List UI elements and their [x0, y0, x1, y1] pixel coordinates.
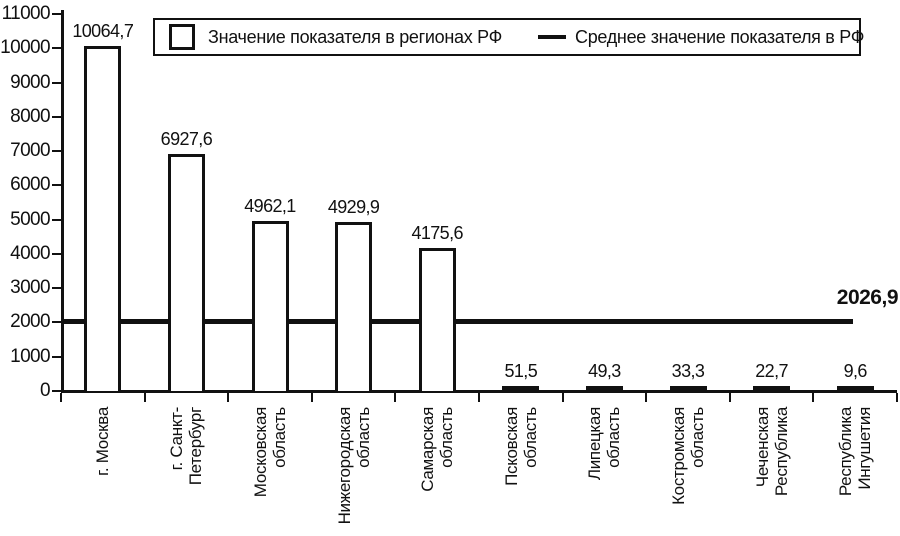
y-axis-tick — [52, 287, 61, 290]
x-axis-tick — [310, 393, 313, 402]
y-axis-tick — [52, 150, 61, 153]
y-axis-tick — [52, 218, 61, 221]
legend-bar-swatch-icon — [169, 24, 195, 50]
x-axis-tick — [227, 393, 230, 402]
y-axis-tick — [52, 184, 61, 187]
y-axis-tick — [52, 390, 61, 392]
x-axis-category-label: Самарская область — [418, 407, 456, 535]
y-axis-tick-label: 1000 — [10, 345, 50, 367]
y-axis-tick-label: 11000 — [1, 3, 51, 24]
y-axis-tick-label: 2000 — [10, 311, 50, 333]
bar — [84, 46, 122, 391]
y-axis-tick-label: 6000 — [10, 174, 50, 196]
x-axis-category-label: Республика Ингушетия — [836, 407, 874, 535]
y-axis-tick — [52, 321, 61, 324]
bar — [669, 386, 707, 391]
x-axis-tick — [645, 393, 648, 402]
x-axis-category-label: Псковская область — [502, 407, 540, 535]
y-axis-tick — [52, 115, 61, 118]
y-axis-tick-label: 7000 — [10, 140, 50, 162]
bar-value-label: 6927,6 — [160, 128, 213, 149]
y-axis-tick-label: 9000 — [10, 71, 50, 93]
x-axis-line — [61, 390, 897, 393]
legend-label-regions: Значение показателя в регионах РФ — [208, 26, 502, 47]
y-axis-tick — [52, 47, 61, 50]
axis-label-line: Чеченская — [752, 407, 772, 488]
x-axis-tick — [394, 393, 397, 402]
y-axis-tick-label: 10000 — [0, 37, 50, 59]
axis-label-line: Московская — [251, 407, 270, 498]
axis-label-line: Республика — [771, 407, 791, 497]
y-axis-tick — [52, 13, 61, 15]
bar — [585, 386, 623, 391]
y-axis-tick — [52, 355, 61, 358]
x-axis-tick — [728, 393, 731, 402]
x-axis-category-label: Липецкая область — [585, 407, 623, 535]
axis-label-line: г. Москва — [93, 407, 113, 476]
x-axis-tick — [60, 393, 62, 402]
y-axis-tick — [52, 81, 61, 84]
axis-label-line: область — [520, 407, 540, 468]
x-axis-tick — [812, 393, 815, 402]
bar — [836, 386, 874, 391]
legend-label-average: Среднее значение показателя в РФ — [575, 26, 865, 47]
axis-label-line: область — [270, 407, 289, 468]
legend: Значение показателя в регионах РФ Средне… — [153, 18, 865, 56]
axis-label-line: Липецкая — [585, 407, 605, 481]
axis-label-line: Нижегородская — [334, 407, 354, 525]
x-axis-category-label: г. Москва — [93, 407, 112, 535]
bar — [167, 153, 205, 391]
axis-label-line: область — [437, 407, 457, 468]
x-axis-category-label: г. Санкт- Петербург — [167, 407, 205, 535]
average-line — [61, 319, 853, 324]
y-axis-tick-label: 4000 — [10, 242, 50, 264]
x-axis-tick — [896, 393, 898, 402]
y-axis-line — [61, 10, 64, 393]
bar — [502, 386, 540, 391]
axis-label-line: Республика — [836, 407, 856, 497]
bar-value-label: 22,7 — [755, 361, 788, 381]
average-value-label: 2026,9 — [836, 286, 899, 309]
bar-value-label: 49,3 — [588, 361, 621, 381]
bar — [418, 247, 456, 391]
y-axis-tick-label: 3000 — [10, 277, 50, 299]
bar-value-label: 4929,9 — [327, 197, 380, 218]
x-axis-tick — [478, 393, 480, 402]
x-axis-tick — [561, 393, 564, 402]
x-axis-tick — [143, 393, 146, 402]
bar — [753, 386, 791, 391]
y-axis-tick-label: 5000 — [10, 208, 50, 230]
x-axis-category-label: Костромская область — [669, 407, 707, 535]
axis-label-line: Самарская — [418, 407, 438, 492]
bar-value-label: 9,6 — [843, 361, 868, 381]
x-axis-category-label: Чеченская Республика — [753, 407, 791, 535]
axis-label-line: Ингушетия — [855, 407, 875, 490]
axis-label-line: область — [353, 407, 373, 468]
bar-value-label: 51,5 — [504, 361, 538, 381]
x-axis-category-label: Московская область — [251, 407, 289, 535]
bar — [251, 220, 289, 391]
y-axis-tick-label: 0 — [40, 380, 51, 401]
y-axis-tick — [52, 252, 61, 255]
axis-label-line: Петербург — [186, 407, 206, 486]
bar-value-label: 4175,6 — [411, 222, 463, 243]
axis-label-line: г. Санкт- — [167, 407, 187, 471]
axis-label-line: Псковская — [501, 407, 521, 486]
bar-value-label: 4962,1 — [244, 195, 296, 216]
x-axis-category-label: Нижегородская область — [335, 407, 373, 535]
bar-value-label: 10064,7 — [72, 21, 134, 42]
axis-label-line: Костромская — [669, 407, 688, 505]
axis-label-line: область — [688, 407, 707, 468]
axis-label-line: область — [604, 407, 624, 468]
bar-value-label: 33,3 — [671, 361, 705, 381]
bar — [335, 222, 373, 391]
legend-line-swatch-icon — [538, 35, 566, 39]
y-axis-tick-label: 8000 — [10, 105, 50, 127]
